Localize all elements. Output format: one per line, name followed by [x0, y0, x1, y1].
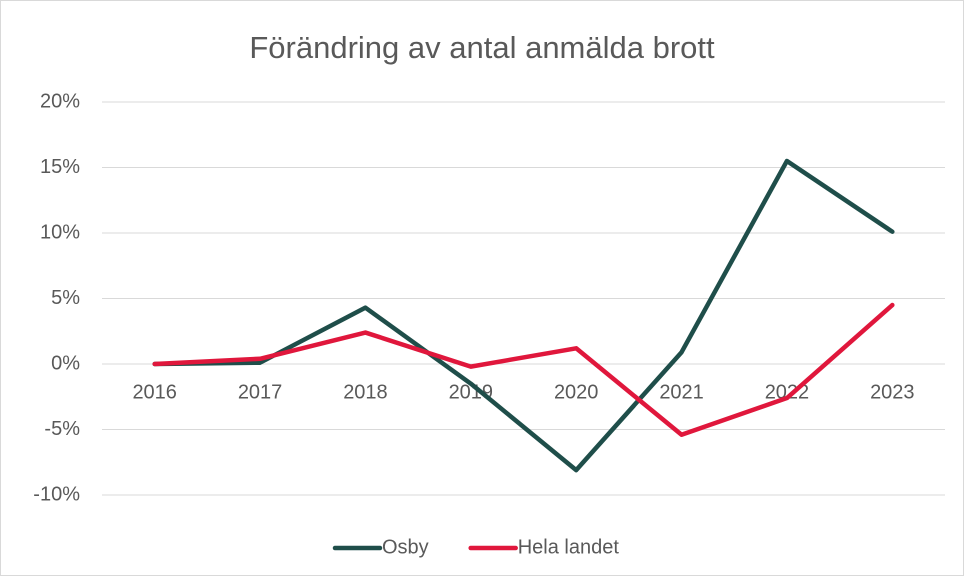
- x-tick-label: 2021: [659, 381, 704, 403]
- y-tick-label: 10%: [40, 221, 80, 243]
- x-tick-label: 2016: [132, 381, 177, 403]
- legend-label: Hela landet: [518, 536, 620, 558]
- x-tick-label: 2020: [554, 381, 599, 403]
- y-tick-label: 20%: [40, 90, 80, 112]
- y-tick-label: 5%: [51, 287, 80, 309]
- x-tick-label: 2023: [870, 381, 915, 403]
- x-tick-label: 2017: [238, 381, 283, 403]
- y-tick-label: -5%: [44, 418, 80, 440]
- x-tick-label: 2019: [449, 381, 494, 403]
- legend-label: Osby: [382, 536, 429, 558]
- x-tick-label: 2018: [343, 381, 388, 403]
- y-tick-label: 0%: [51, 352, 80, 374]
- y-tick-label: 15%: [40, 156, 80, 178]
- chart-title: Förändring av antal anmälda brott: [249, 30, 715, 65]
- y-tick-label: -10%: [33, 483, 80, 505]
- series-line: [152, 302, 895, 437]
